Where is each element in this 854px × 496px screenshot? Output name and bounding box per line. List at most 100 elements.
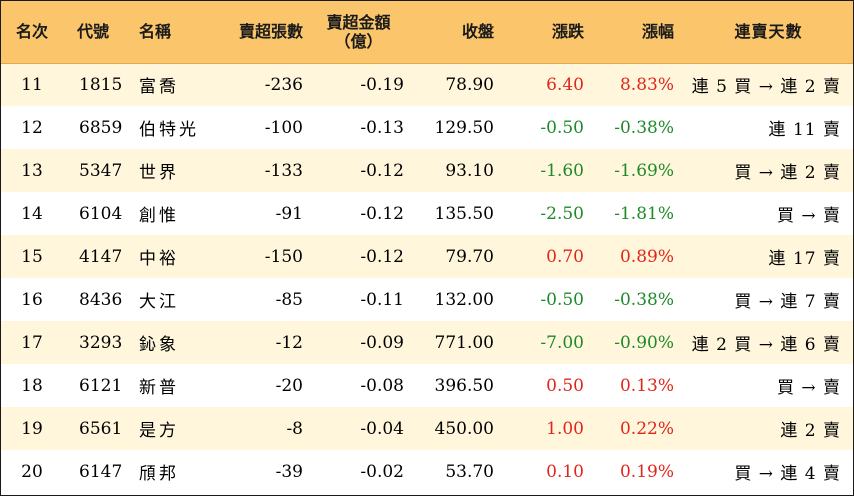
table-row: 12 6859 伯特光 -100 -0.13 129.50 -0.50 -0.38% 連 11 … — [1, 106, 853, 149]
cell-code: 3293 — [79, 332, 123, 353]
header-sell-amount: 賣超金額 （億） — [313, 1, 414, 64]
cell-days: 連 2 賣 — [780, 421, 841, 441]
cell-sell-amount: -0.08 — [360, 375, 404, 396]
cell-change: -7.00 — [540, 332, 584, 353]
header-close: 收盤 — [414, 1, 504, 64]
cell-days: 買 → 連 7 賣 — [734, 292, 841, 312]
cell-close: 93.10 — [445, 160, 494, 181]
cell-sell-lots: -150 — [264, 246, 303, 267]
cell-code: 5347 — [79, 160, 123, 181]
cell-pct: 0.22% — [619, 418, 674, 439]
cell-rank: 19 — [21, 418, 43, 439]
table-row: 11 1815 富喬 -236 -0.19 78.90 6.40 8.83% 連 5 買 → 連… — [1, 63, 853, 106]
table-row: 20 6147 頎邦 -39 -0.02 53.70 0.10 0.19% 買 → 連 4 賣 — [1, 450, 853, 493]
cell-close: 78.90 — [445, 74, 494, 95]
cell-pct: 8.83% — [619, 74, 674, 95]
cell-close: 771.00 — [434, 332, 494, 353]
cell-change: 0.70 — [546, 246, 584, 267]
cell-rank: 20 — [21, 461, 43, 482]
cell-close: 450.00 — [434, 418, 494, 439]
cell-rank: 14 — [21, 203, 43, 224]
cell-code: 6121 — [79, 375, 123, 396]
cell-name: 大江 — [139, 292, 179, 312]
header-name: 名稱 — [131, 1, 227, 64]
cell-name: 富喬 — [139, 77, 179, 98]
cell-sell-lots: -91 — [275, 203, 303, 224]
cell-change: 0.50 — [546, 375, 584, 396]
cell-sell-lots: -12 — [275, 332, 303, 353]
cell-change: 6.40 — [546, 74, 584, 95]
cell-name: 頎邦 — [139, 464, 179, 484]
cell-pct: 0.19% — [619, 461, 674, 482]
cell-sell-lots: -8 — [286, 418, 303, 439]
cell-close: 129.50 — [434, 117, 494, 138]
cell-change: -1.60 — [540, 160, 584, 181]
table-row: 18 6121 新普 -20 -0.08 396.50 0.50 0.13% 買 → 賣 — [1, 364, 853, 407]
table-row: 14 6104 創惟 -91 -0.12 135.50 -2.50 -1.81% 買 → 賣 — [1, 192, 853, 235]
header-sell-amount-line2: （億） — [334, 31, 383, 51]
cell-code: 1815 — [79, 74, 123, 95]
cell-rank: 17 — [21, 332, 43, 353]
cell-pct: -0.38% — [614, 289, 674, 310]
cell-sell-lots: -39 — [275, 461, 303, 482]
cell-rank: 13 — [21, 160, 43, 181]
cell-sell-lots: -100 — [264, 117, 303, 138]
cell-name: 新普 — [139, 378, 179, 398]
cell-rank: 18 — [21, 375, 43, 396]
cell-change: -2.50 — [540, 203, 584, 224]
cell-sell-lots: -20 — [275, 375, 303, 396]
cell-name: 鈊象 — [139, 335, 179, 355]
cell-close: 135.50 — [434, 203, 494, 224]
cell-sell-lots: -133 — [264, 160, 303, 181]
cell-code: 4147 — [79, 246, 123, 267]
cell-sell-lots: -236 — [264, 74, 303, 95]
header-days: 連賣天數 — [684, 1, 853, 64]
cell-change: 0.10 — [546, 461, 584, 482]
cell-change: -0.50 — [540, 289, 584, 310]
header-code: 代號 — [63, 1, 131, 64]
cell-days: 買 → 賣 — [776, 378, 841, 398]
table-row: 17 3293 鈊象 -12 -0.09 771.00 -7.00 -0.90% 連 2 買 →… — [1, 321, 853, 364]
cell-sell-amount: -0.12 — [360, 203, 404, 224]
cell-name: 世界 — [139, 163, 179, 183]
cell-rank: 15 — [21, 246, 43, 267]
cell-sell-amount: -0.19 — [360, 74, 404, 95]
table-row: 19 6561 是方 -8 -0.04 450.00 1.00 0.22% 連 2 賣 — [1, 407, 853, 450]
header-pct: 漲幅 — [594, 1, 684, 64]
cell-days: 買 → 連 4 賣 — [734, 464, 841, 484]
header-sell-lots: 賣超張數 — [227, 1, 313, 64]
cell-sell-amount: -0.11 — [360, 289, 404, 310]
cell-pct: 0.13% — [619, 375, 674, 396]
header-row: 名次 代號 名稱 賣超張數 賣超金額 （億） 收盤 漲跌 漲幅 連賣天數 — [1, 1, 853, 64]
cell-days: 連 2 買 → 連 6 賣 — [691, 335, 841, 355]
table-row: 15 4147 中裕 -150 -0.12 79.70 0.70 0.89% 連 17 賣 — [1, 235, 853, 278]
cell-days: 買 → 賣 — [776, 206, 841, 226]
cell-sell-amount: -0.04 — [360, 418, 404, 439]
cell-change: 1.00 — [546, 418, 584, 439]
header-sell-amount-line1: 賣超金額 — [326, 12, 391, 32]
cell-change: -0.50 — [540, 117, 584, 138]
cell-code: 6147 — [79, 461, 123, 482]
cell-rank: 12 — [21, 117, 43, 138]
cell-days: 連 5 買 → 連 2 賣 — [691, 77, 841, 98]
cell-pct: -0.38% — [614, 117, 674, 138]
cell-name: 創惟 — [139, 206, 179, 226]
cell-sell-amount: -0.02 — [360, 461, 404, 482]
cell-rank: 11 — [21, 74, 43, 95]
cell-close: 79.70 — [445, 246, 494, 267]
cell-sell-amount: -0.12 — [360, 246, 404, 267]
table-row: 16 8436 大江 -85 -0.11 132.00 -0.50 -0.38% 買 → 連 7… — [1, 278, 853, 321]
cell-name: 中裕 — [139, 249, 179, 269]
cell-sell-amount: -0.13 — [360, 117, 404, 138]
cell-pct: -1.81% — [614, 203, 674, 224]
cell-close: 132.00 — [434, 289, 494, 310]
table-row: 13 5347 世界 -133 -0.12 93.10 -1.60 -1.69% 買 → 連 2… — [1, 149, 853, 192]
cell-days: 買 → 連 2 賣 — [734, 163, 841, 183]
cell-days: 連 11 賣 — [768, 120, 841, 140]
cell-name: 伯特光 — [139, 120, 199, 140]
cell-name: 是方 — [139, 421, 179, 441]
cell-code: 8436 — [79, 289, 123, 310]
cell-code: 6104 — [79, 203, 123, 224]
